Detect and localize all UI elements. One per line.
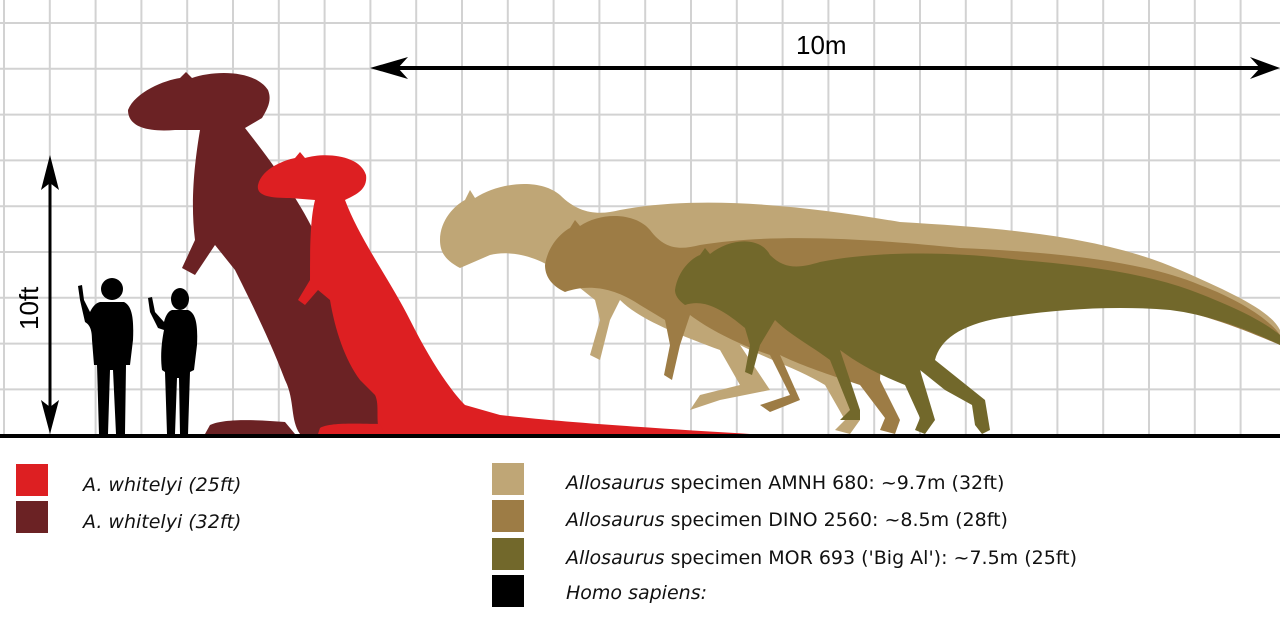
allosaurus-mor-693-big-al-silhouette [675,241,1280,434]
legend-label-a-whitelyi-25ft: A. whitelyi (25ft) [83,474,242,496]
legend-swatch-a-whitelyi-32ft [16,501,48,533]
homo-sapiens-female-silhouette [148,288,198,434]
vertical-scale-arrow [41,155,59,434]
homo-sapiens-male-silhouette [78,278,134,434]
legend-swatch-amnh-680 [492,463,524,495]
legend-label-dino-2560: Allosaurus specimen DINO 2560: ~8.5m (28… [566,509,1008,531]
legend-swatch-a-whitelyi-25ft [16,464,48,496]
horizontal-scale-label: 10m [796,30,847,60]
horizontal-scale-arrow [370,57,1280,79]
legend-label-a-whitelyi-32ft: A. whitelyi (32ft) [83,511,242,533]
a-whitelyi-32ft-silhouette [128,72,480,434]
ground-baseline [0,434,1280,438]
legend-swatch-mor-693 [492,538,524,570]
vertical-scale-label: 10ft [14,286,44,330]
legend-label-mor-693: Allosaurus specimen MOR 693 ('Big Al'): … [566,547,1078,569]
a-whitelyi-25ft-silhouette [257,152,750,434]
legend-swatch-homo-sapiens [492,575,524,607]
legend-label-amnh-680: Allosaurus specimen AMNH 680: ~9.7m (32f… [566,472,1005,494]
legend-swatch-dino-2560 [492,500,524,532]
legend-label-homo-sapiens: Homo sapiens: [566,582,707,604]
